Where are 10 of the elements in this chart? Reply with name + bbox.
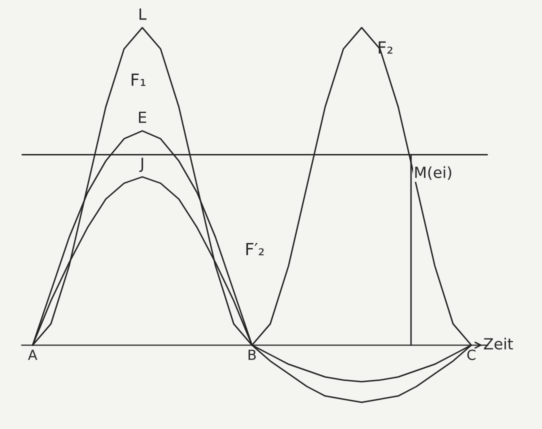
series-label: L <box>140 8 146 20</box>
x-axis-title: Zeit <box>484 338 513 350</box>
x-tick-label: B <box>248 350 256 360</box>
series-label: E <box>138 112 146 123</box>
annotation: F′₂ <box>246 242 264 256</box>
annotation: F₁ <box>132 74 146 86</box>
x-tick-label: A <box>28 350 38 360</box>
series-label: J <box>139 158 144 172</box>
x-tick-label: C <box>467 350 476 360</box>
ref-line-label: M(ei) <box>415 166 452 180</box>
